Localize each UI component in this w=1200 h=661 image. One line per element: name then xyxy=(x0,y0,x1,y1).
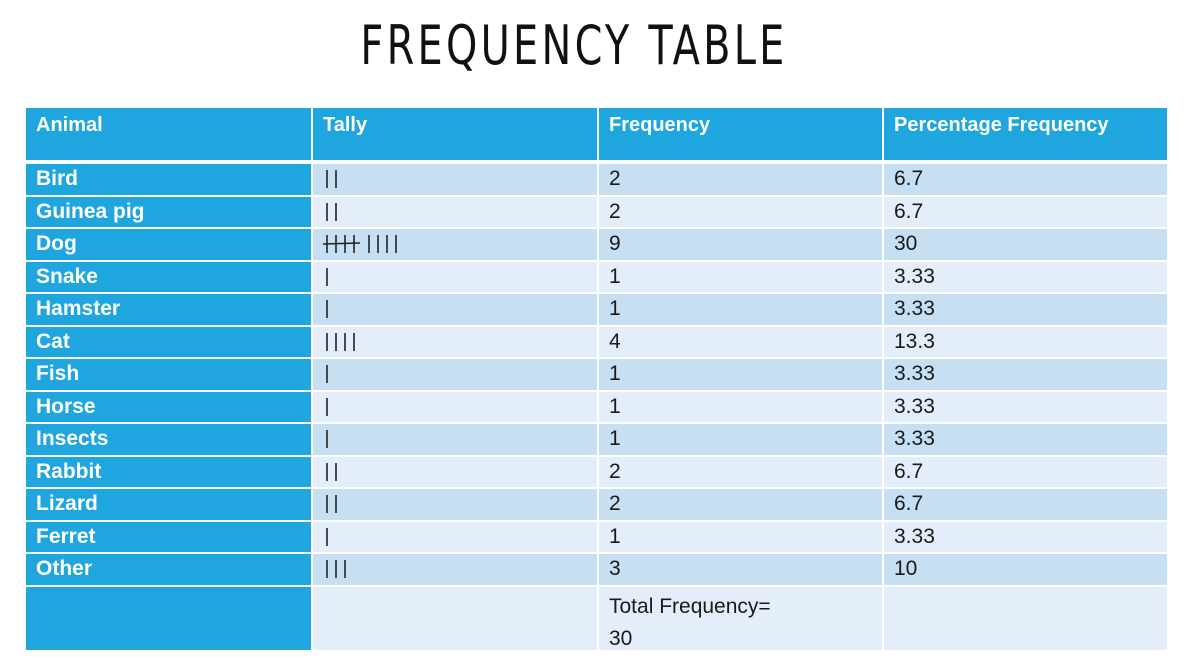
tally-marks xyxy=(326,462,337,481)
animal-cell: Horse xyxy=(26,389,311,422)
total-value: 30 xyxy=(609,626,633,650)
percentage-cell: 10 xyxy=(882,552,1167,585)
tally-marks xyxy=(326,430,328,449)
percentage-cell: 3.33 xyxy=(882,259,1167,292)
animal-cell: Ferret xyxy=(26,519,311,552)
animal-cell: Hamster xyxy=(26,292,311,325)
percentage-cell: 6.7 xyxy=(882,194,1167,227)
frequency-cell: 1 xyxy=(597,357,882,390)
table-row: Guinea pig 2 6.7 xyxy=(26,194,1167,227)
animal-cell: Fish xyxy=(26,357,311,390)
tally-marks xyxy=(326,527,328,546)
percentage-cell: 30 xyxy=(882,227,1167,260)
table-row: Lizard 2 6.7 xyxy=(26,487,1167,520)
tally-marks xyxy=(326,397,328,416)
frequency-cell: 3 xyxy=(597,552,882,585)
tally-marks xyxy=(326,560,346,579)
table-row: Horse 1 3.33 xyxy=(26,389,1167,422)
table-header-row: Animal Tally Frequency Percentage Freque… xyxy=(26,108,1167,160)
table-row: Bird 2 6.7 xyxy=(26,162,1167,195)
percentage-cell: 13.3 xyxy=(882,324,1167,357)
table-row: Ferret 1 3.33 xyxy=(26,519,1167,552)
table-row: Insects 1 3.33 xyxy=(26,422,1167,455)
tally-marks xyxy=(326,202,337,221)
table-row: Hamster 1 3.33 xyxy=(26,292,1167,325)
frequency-cell: 2 xyxy=(597,194,882,227)
animal-cell: Other xyxy=(26,552,311,585)
table-row: Other 3 10 xyxy=(26,552,1167,585)
frequency-cell: 1 xyxy=(597,422,882,455)
animal-cell: Rabbit xyxy=(26,454,311,487)
total-label: Total Frequency= xyxy=(609,594,771,618)
frequency-cell: 1 xyxy=(597,292,882,325)
tally-cell xyxy=(311,454,597,487)
table-row: Snake 1 3.33 xyxy=(26,259,1167,292)
percentage-cell: 3.33 xyxy=(882,292,1167,325)
page-title: FREQUENCY TABLE xyxy=(360,14,788,77)
tally-marks xyxy=(323,235,397,254)
tally-cell xyxy=(311,552,597,585)
frequency-cell: 2 xyxy=(597,487,882,520)
header-percentage-frequency: Percentage Frequency xyxy=(882,108,1167,160)
table-row: Rabbit 2 6.7 xyxy=(26,454,1167,487)
animal-cell: Cat xyxy=(26,324,311,357)
header-animal: Animal xyxy=(26,108,311,160)
animal-cell: Guinea pig xyxy=(26,194,311,227)
tally-marks xyxy=(326,365,328,384)
frequency-cell: 1 xyxy=(597,259,882,292)
animal-cell: Lizard xyxy=(26,487,311,520)
percentage-cell: 3.33 xyxy=(882,519,1167,552)
animal-cell: Snake xyxy=(26,259,311,292)
frequency-table: Animal Tally Frequency Percentage Freque… xyxy=(26,108,1167,650)
table-row: Cat 4 13.3 xyxy=(26,324,1167,357)
tally-cell xyxy=(311,227,597,260)
total-row: Total Frequency= 30 xyxy=(26,584,1167,650)
tally-cell xyxy=(311,162,597,195)
header-tally: Tally xyxy=(311,108,597,160)
tally-marks xyxy=(326,170,337,189)
total-tally-cell xyxy=(311,584,597,650)
header-frequency: Frequency xyxy=(597,108,882,160)
tally-marks xyxy=(326,332,355,351)
tally-cell xyxy=(311,292,597,325)
percentage-cell: 6.7 xyxy=(882,487,1167,520)
animal-cell: Bird xyxy=(26,162,311,195)
percentage-cell: 3.33 xyxy=(882,422,1167,455)
frequency-cell: 1 xyxy=(597,389,882,422)
percentage-cell: 6.7 xyxy=(882,454,1167,487)
frequency-cell: 2 xyxy=(597,162,882,195)
tally-cell xyxy=(311,519,597,552)
table-row: Dog 9 30 xyxy=(26,227,1167,260)
frequency-cell: 2 xyxy=(597,454,882,487)
table-row: Fish 1 3.33 xyxy=(26,357,1167,390)
tally-cell xyxy=(311,259,597,292)
tally-cell xyxy=(311,357,597,390)
percentage-cell: 3.33 xyxy=(882,357,1167,390)
tally-marks xyxy=(326,267,328,286)
total-percentage-cell xyxy=(882,584,1167,650)
tally-cell xyxy=(311,324,597,357)
tally-crossbar xyxy=(323,242,361,246)
frequency-cell: 1 xyxy=(597,519,882,552)
percentage-cell: 6.7 xyxy=(882,162,1167,195)
tally-marks xyxy=(326,495,337,514)
tally-marks xyxy=(326,300,328,319)
total-empty-cell xyxy=(26,584,311,650)
frequency-cell: 9 xyxy=(597,227,882,260)
animal-cell: Dog xyxy=(26,227,311,260)
total-frequency-cell: Total Frequency= 30 xyxy=(597,584,882,650)
tally-cell xyxy=(311,194,597,227)
tally-cell xyxy=(311,389,597,422)
tally-cell xyxy=(311,487,597,520)
tally-cell xyxy=(311,422,597,455)
animal-cell: Insects xyxy=(26,422,311,455)
percentage-cell: 3.33 xyxy=(882,389,1167,422)
frequency-cell: 4 xyxy=(597,324,882,357)
